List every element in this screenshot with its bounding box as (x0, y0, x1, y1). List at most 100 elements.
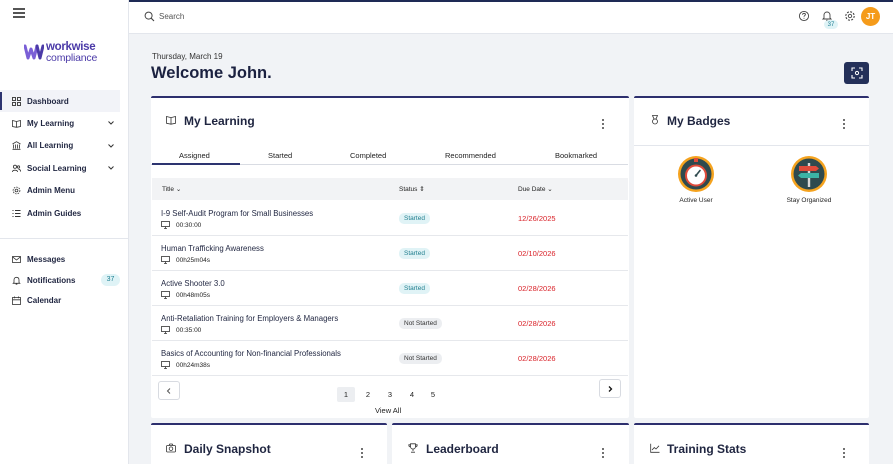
course-title[interactable]: Human Trafficking Awareness (161, 244, 264, 253)
book-icon (12, 119, 21, 128)
sidebar-nav: Dashboard My Learning All Learning Socia… (0, 90, 129, 224)
more-options-icon[interactable] (601, 119, 605, 129)
course-duration: 00h25m04s (176, 257, 210, 264)
sidebar-item-label: Messages (27, 254, 66, 264)
leaderboard-card: Leaderboard (392, 423, 629, 464)
status-badge: Started (399, 213, 430, 224)
table-row[interactable]: Basics of Accounting for Non-financial P… (152, 341, 628, 376)
next-page-button[interactable] (599, 379, 621, 398)
gear-icon[interactable] (844, 10, 856, 22)
column-title[interactable]: Title ⌄ (162, 186, 182, 193)
status-badge: Not Started (399, 353, 442, 364)
search-icon (144, 11, 155, 22)
sidebar-item-social-learning[interactable]: Social Learning (0, 157, 129, 179)
chevron-down-icon[interactable] (107, 142, 115, 150)
table-row[interactable]: Active Shooter 3.0 00h48m05s Started 02/… (152, 271, 628, 306)
course-duration: 00h24m38s (176, 362, 210, 369)
card-divider (634, 145, 869, 146)
chevron-down-icon[interactable] (107, 119, 115, 127)
due-date: 02/28/2026 (518, 284, 556, 293)
sidebar-item-calendar[interactable]: Calendar (0, 290, 129, 311)
badge-active-user[interactable]: Active User (674, 155, 718, 204)
sidebar-item-dashboard[interactable]: Dashboard (0, 90, 120, 113)
sidebar-item-label: Dashboard (27, 96, 69, 106)
course-duration: 00:35:00 (176, 327, 202, 334)
table-header: Title ⌄ Status ⇕ Due Date ⌄ (152, 178, 628, 200)
more-options-icon[interactable] (842, 119, 846, 129)
tab-started[interactable]: Started (268, 151, 293, 160)
course-title[interactable]: Basics of Accounting for Non-financial P… (161, 349, 341, 358)
page-4-button[interactable]: 4 (409, 390, 415, 399)
trophy-icon (408, 443, 418, 453)
header-notification-badge: 37 (824, 20, 838, 29)
medal-icon (651, 115, 659, 125)
chevron-left-icon (166, 387, 171, 394)
page-2-button[interactable]: 2 (365, 390, 371, 399)
chevron-right-icon (608, 385, 613, 392)
column-due-label: Due Date (518, 186, 546, 193)
signpost-icon (791, 156, 827, 192)
sidebar-item-notifications[interactable]: Notifications 37 (0, 270, 129, 291)
badge-stay-organized[interactable]: Stay Organized (784, 155, 834, 204)
page-5-button[interactable]: 5 (430, 390, 436, 399)
column-title-label: Title (162, 186, 175, 193)
due-date: 02/28/2026 (518, 354, 556, 363)
scan-button[interactable] (844, 62, 869, 84)
tab-completed[interactable]: Completed (350, 151, 387, 160)
column-status[interactable]: Status ⇕ (399, 186, 425, 193)
due-date: 12/26/2025 (518, 214, 556, 223)
monitor-icon (161, 256, 170, 264)
previous-page-button[interactable] (158, 381, 180, 400)
logo-mark-icon (24, 44, 44, 60)
monitor-icon (161, 326, 170, 334)
sidebar-item-my-learning[interactable]: My Learning (0, 112, 129, 134)
card-title: Training Stats (667, 442, 747, 456)
status-badge: Not Started (399, 318, 442, 329)
view-all-link[interactable]: View All (375, 406, 402, 415)
top-header: 37 JT (129, 2, 893, 34)
monitor-icon (161, 291, 170, 299)
table-row[interactable]: Human Trafficking Awareness 00h25m04s St… (152, 236, 628, 271)
table-row[interactable]: Anti-Retaliation Training for Employers … (152, 306, 628, 341)
monitor-icon (161, 361, 170, 369)
sidebar-item-admin-menu[interactable]: Admin Menu (0, 180, 129, 202)
due-date: 02/10/2026 (518, 249, 556, 258)
column-status-label: Status (399, 186, 418, 193)
logo-text-secondary: compliance (46, 52, 98, 64)
sidebar-item-label: Calendar (27, 296, 62, 306)
tab-recommended[interactable]: Recommended (445, 151, 496, 160)
avatar[interactable]: JT (861, 7, 880, 26)
table-row[interactable]: I-9 Self-Audit Program for Small Busines… (152, 201, 628, 236)
training-stats-card: Training Stats (634, 423, 869, 464)
logo[interactable]: workwise compliance (24, 40, 114, 66)
learning-tabs: Assigned Started Completed Recommended B… (151, 146, 628, 165)
sidebar-item-all-learning[interactable]: All Learning (0, 135, 129, 157)
sidebar-divider (0, 238, 129, 239)
list-icon (12, 209, 21, 218)
sidebar-item-admin-guides[interactable]: Admin Guides (0, 202, 129, 224)
menu-toggle-icon[interactable] (13, 8, 25, 18)
sidebar-item-messages[interactable]: Messages (0, 249, 129, 270)
tab-bookmarked[interactable]: Bookmarked (555, 151, 598, 160)
status-badge: Started (399, 248, 430, 259)
course-title[interactable]: Anti-Retaliation Training for Employers … (161, 314, 339, 323)
tab-assigned[interactable]: Assigned (179, 151, 210, 160)
sidebar-item-label: Notifications (27, 275, 76, 285)
status-badge: Started (399, 283, 430, 294)
page-3-button[interactable]: 3 (387, 390, 393, 399)
more-options-icon[interactable] (842, 448, 846, 458)
course-title[interactable]: Active Shooter 3.0 (161, 279, 225, 288)
more-options-icon[interactable] (601, 448, 605, 458)
bell-icon (12, 276, 21, 285)
book-icon (166, 115, 176, 125)
page-1-button[interactable]: 1 (337, 387, 355, 402)
course-title[interactable]: I-9 Self-Audit Program for Small Busines… (161, 209, 314, 218)
course-duration: 00:30:00 (176, 222, 202, 229)
active-tab-indicator (152, 163, 240, 165)
more-options-icon[interactable] (360, 448, 364, 458)
chevron-down-icon[interactable] (107, 164, 115, 172)
column-due-date[interactable]: Due Date ⌄ (518, 186, 553, 193)
sidebar-item-label: Social Learning (27, 163, 87, 173)
search-input[interactable] (159, 9, 459, 24)
help-icon[interactable] (798, 10, 810, 22)
